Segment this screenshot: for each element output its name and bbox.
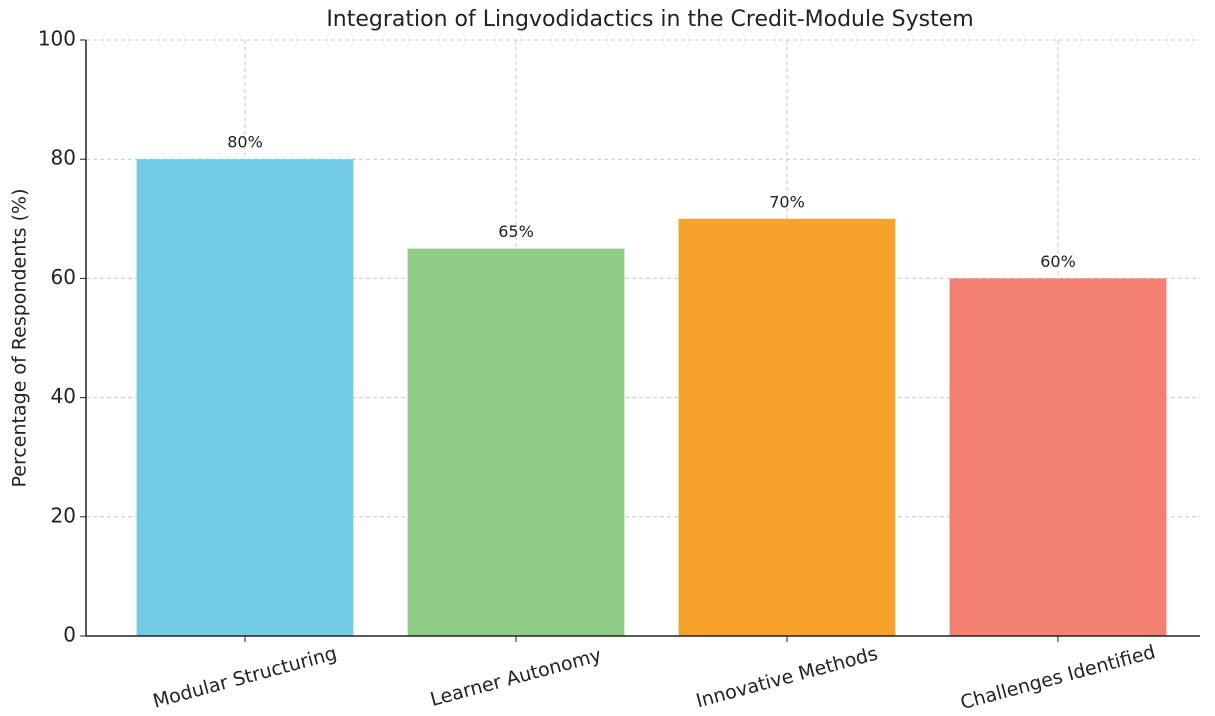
y-tick-label: 60 xyxy=(51,265,76,289)
bar xyxy=(407,248,625,636)
x-tick-label: Modular Structuring xyxy=(151,642,340,712)
x-tick-label: Innovative Methods xyxy=(694,643,880,713)
y-axis-label: Percentage of Respondents (%) xyxy=(9,189,31,488)
x-tick-label: Challenges Identified xyxy=(958,641,1158,714)
y-tick-label: 20 xyxy=(51,503,76,527)
value-label: 65% xyxy=(498,222,534,241)
bar xyxy=(136,159,354,636)
value-label: 80% xyxy=(227,133,263,152)
y-tick-label: 40 xyxy=(51,384,76,408)
y-tick-label: 80 xyxy=(51,146,76,170)
bar xyxy=(949,278,1167,636)
value-label: 70% xyxy=(769,192,805,211)
y-tick-label: 0 xyxy=(63,623,76,647)
y-tick-label: 100 xyxy=(38,27,76,51)
value-label: 60% xyxy=(1040,252,1076,271)
x-tick-label: Learner Autonomy xyxy=(428,644,604,711)
bar xyxy=(678,218,896,637)
chart-title: Integration of Lingvodidactics in the Cr… xyxy=(326,7,973,32)
